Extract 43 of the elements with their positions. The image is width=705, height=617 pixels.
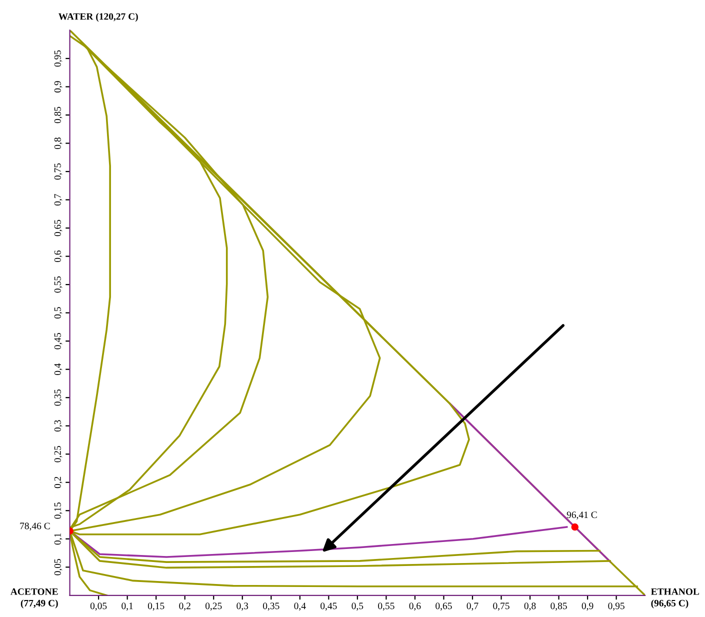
text: ACETONE (77,49 C)	[10, 588, 58, 608]
annotation: 78,46 C	[20, 522, 50, 531]
x-tick-label: 0,95	[608, 602, 624, 611]
y-tick-label: 0,7	[54, 194, 62, 206]
y-tick-label: 0,8	[54, 138, 62, 149]
y-tick-label: 0,65	[54, 220, 62, 236]
x-tick-label: 0,8	[524, 602, 536, 611]
y-tick-label: 0,85	[54, 106, 62, 124]
y-tick-label: 0,5	[54, 307, 62, 319]
x-tick-label: 0,1	[122, 602, 133, 611]
x-tick-label: 0,45	[320, 602, 337, 611]
x-tick-label: 0,2	[179, 602, 190, 611]
x-tick-label: 0,75	[493, 602, 510, 611]
x-tick-label: 0,5	[352, 602, 364, 611]
x-tick-label: 0,55	[378, 602, 394, 611]
x-tick-label: 0,05	[90, 602, 107, 611]
x-tick-label: 0,3	[236, 602, 248, 611]
x-tick-label: 0,9	[582, 602, 594, 611]
y-tick-label: 0,55	[54, 276, 62, 293]
y-tick-label: 0,9	[54, 81, 62, 92]
y-tick-label: 0,45	[54, 332, 62, 350]
y-tick-label: 0,75	[54, 163, 62, 180]
text: ETHANOL (96,65 C)	[650, 588, 700, 608]
y-tick-label: 0,95	[54, 50, 62, 67]
y-tick-label: 0,6	[54, 250, 62, 262]
x-tick-label: 0,25	[205, 602, 222, 611]
x-tick-label: 0,7	[466, 602, 478, 611]
x-tick-label: 0,35	[263, 602, 280, 611]
y-tick-label: 0,25	[54, 446, 62, 462]
x-tick-label: 0,15	[148, 602, 164, 611]
y-tick-label: 0,3	[54, 420, 62, 432]
y-tick-label: 0,2	[54, 476, 62, 488]
y-tick-label: 0,15	[54, 502, 62, 519]
x-tick-label: 0,65	[436, 602, 452, 611]
x-tick-label: 0,85	[550, 602, 567, 611]
y-tick-label: 0,4	[54, 363, 62, 376]
text: WATER (120,27 C)	[58, 12, 138, 22]
y-tick-label: 0,35	[54, 389, 62, 406]
y-tick-label: 0,1	[54, 533, 62, 545]
y-tick-label: 0,05	[54, 559, 62, 576]
x-tick-label: 0,4	[294, 602, 306, 611]
annotation: 96,41 C	[566, 512, 597, 520]
x-tick-label: 0,6	[409, 602, 421, 611]
